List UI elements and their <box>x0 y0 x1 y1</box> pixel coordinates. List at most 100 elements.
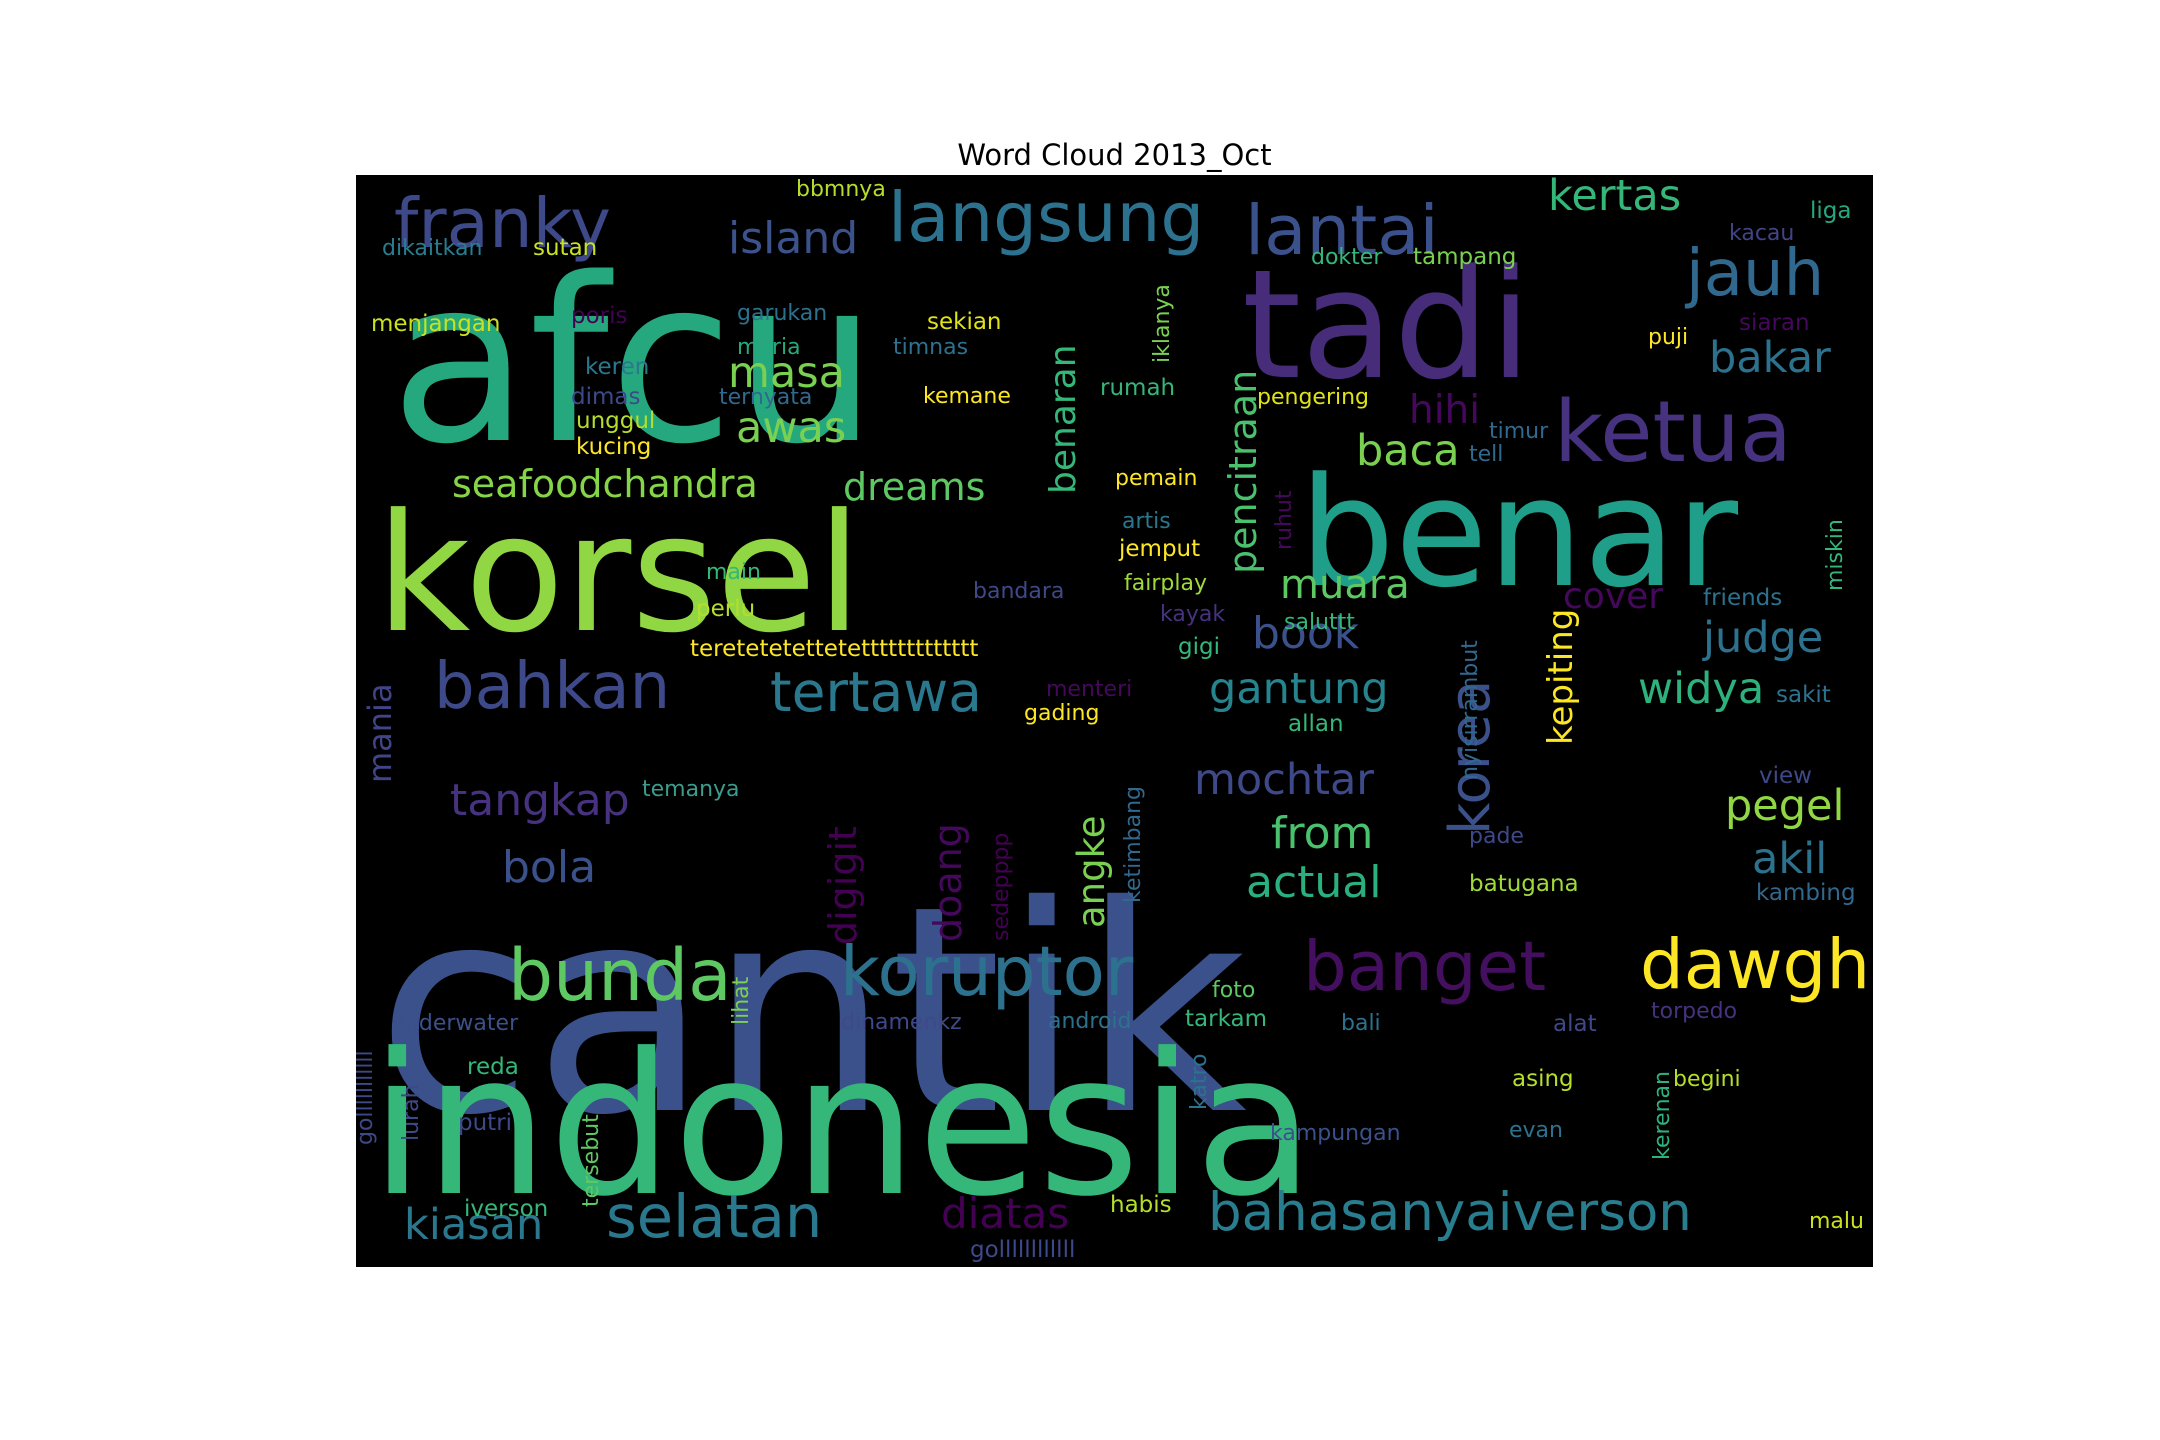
word-40: akil <box>1752 834 1827 884</box>
word-66: ternyata <box>719 385 812 410</box>
word-96: kambing <box>1756 880 1856 906</box>
word-44: kepiting <box>1541 609 1581 745</box>
word-30: cover <box>1563 576 1663 617</box>
word-43: korea <box>1438 680 1503 835</box>
word-52: liga <box>1810 198 1851 224</box>
word-35: bola <box>502 842 596 893</box>
word-27: dreams <box>843 465 985 509</box>
word-115: iklanya <box>1150 284 1175 363</box>
word-0: cantik <box>376 846 1247 1178</box>
word-36: mochtar <box>1194 755 1374 805</box>
word-70: kucing <box>576 434 651 460</box>
word-110: evan <box>1509 1118 1563 1143</box>
word-4: benar <box>1299 445 1739 621</box>
word-26: seafoodchandra <box>452 462 758 506</box>
word-94: pade <box>1469 824 1524 849</box>
word-7: langsung <box>888 178 1204 258</box>
word-42: diatas <box>941 1189 1069 1238</box>
word-67: kemane <box>923 384 1011 409</box>
word-63: timnas <box>893 335 968 360</box>
word-104: torpedo <box>1651 999 1737 1024</box>
word-48: doang <box>926 823 970 942</box>
word-112: habis <box>1110 1192 1172 1218</box>
word-13: koruptor <box>840 932 1134 1012</box>
word-38: actual <box>1246 857 1381 908</box>
chart-title: Word Cloud 2013_Oct <box>957 138 1272 172</box>
word-22: masa <box>728 348 845 398</box>
word-99: android <box>1048 1009 1132 1034</box>
word-126: tersebut <box>579 1114 604 1207</box>
word-93: view <box>1759 763 1812 789</box>
word-56: dokter <box>1311 245 1383 270</box>
word-51: bbmnya <box>796 177 886 202</box>
word-123: kerenan <box>1650 1071 1675 1160</box>
word-73: pengering <box>1257 385 1369 410</box>
word-74: timur <box>1489 419 1549 444</box>
word-45: pencitraan <box>1221 370 1265 574</box>
word-106: putri <box>458 1110 512 1136</box>
word-101: tarkam <box>1185 1006 1267 1032</box>
word-cloud: cantik indonesia afcu korsel benar tadi ketua l… <box>356 175 1873 1267</box>
word-55: sutan <box>533 235 597 261</box>
word-5: tadi <box>1242 237 1532 413</box>
word-47: digigit <box>821 826 865 945</box>
word-119: ketimbang <box>1121 786 1146 903</box>
word-120: sedepppp <box>989 833 1014 941</box>
word-108: begini <box>1673 1067 1741 1092</box>
word-100: foto <box>1212 978 1255 1003</box>
word-81: fairplay <box>1124 571 1207 596</box>
word-111: iverson <box>464 1196 548 1222</box>
word-87: gigi <box>1178 634 1220 660</box>
word-89: gading <box>1024 701 1099 726</box>
word-10: jauh <box>1684 237 1824 311</box>
word-8: lantai <box>1245 191 1439 271</box>
word-107: asing <box>1512 1066 1574 1092</box>
word-54: dikaitkan <box>382 236 482 261</box>
word-82: perlu <box>696 596 755 622</box>
word-29: book <box>1252 608 1360 659</box>
word-69: unggul <box>576 408 655 434</box>
word-98: dinamenkz <box>841 1010 962 1035</box>
word-109: kampungan <box>1270 1121 1401 1146</box>
word-61: sekian <box>927 309 1002 335</box>
word-78: jemput <box>1118 536 1200 562</box>
word-64: keren <box>585 354 649 380</box>
word-60: garukan <box>737 301 827 326</box>
word-23: awas <box>736 403 846 453</box>
word-24: hihi <box>1409 388 1480 433</box>
word-75: tell <box>1469 442 1503 467</box>
word-80: bandara <box>973 579 1064 604</box>
word-49: angke <box>1070 816 1113 928</box>
word-71: puji <box>1648 325 1688 350</box>
word-9: franky <box>394 184 611 264</box>
word-76: pemain <box>1115 466 1197 491</box>
word-103: alat <box>1553 1011 1597 1037</box>
word-31: judge <box>1702 613 1823 663</box>
word-21: bakar <box>1709 333 1831 383</box>
word-116: ruhut <box>1272 490 1297 550</box>
word-15: banget <box>1303 927 1546 1007</box>
word-3: korsel <box>376 480 862 669</box>
word-117: nyisirrambut <box>1458 640 1483 780</box>
word-58: menjangan <box>371 311 500 337</box>
word-91: sakit <box>1776 682 1831 708</box>
word-33: gantung <box>1209 664 1389 714</box>
word-105: reda <box>467 1054 519 1080</box>
word-6: ketua <box>1554 383 1792 482</box>
word-1: indonesia <box>370 1012 1315 1240</box>
word-113: gollllllllllll <box>970 1237 1075 1263</box>
word-11: bahkan <box>434 650 670 724</box>
word-50: mania <box>361 683 399 783</box>
word-2: afcu <box>390 229 878 494</box>
word-34: tangkap <box>450 775 630 826</box>
word-85: friends <box>1703 585 1782 611</box>
word-39: pegel <box>1725 781 1844 831</box>
word-37: from <box>1271 808 1373 859</box>
word-68: rumah <box>1100 375 1175 401</box>
word-92: temanya <box>642 777 740 802</box>
word-84: saluttt <box>1284 610 1355 635</box>
word-16: dawgh <box>1640 925 1870 1005</box>
word-25: baca <box>1356 426 1460 476</box>
